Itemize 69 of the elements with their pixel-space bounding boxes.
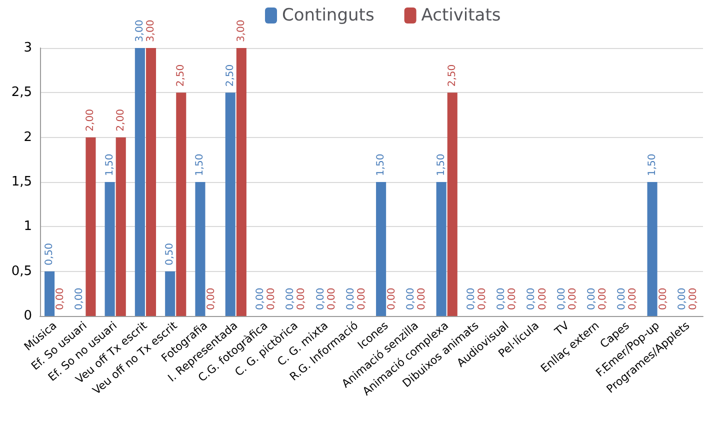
data-label: 0,00	[296, 288, 308, 310]
data-label: 0,00	[255, 288, 266, 310]
data-label: 2,50	[446, 64, 458, 87]
data-label: 0,00	[676, 288, 688, 310]
data-label: 0,00	[326, 288, 338, 310]
bar	[225, 92, 236, 316]
y-tick-label: 0,5	[11, 264, 32, 279]
data-label: 1,50	[436, 154, 447, 176]
data-label: 0,50	[164, 243, 176, 266]
data-label: 2,00	[115, 109, 126, 132]
bar	[134, 48, 145, 316]
bar	[86, 137, 96, 316]
data-label: 0,00	[537, 288, 548, 310]
legend-label: Activitats	[421, 6, 501, 26]
bar	[376, 182, 386, 316]
data-label: 0,00	[556, 288, 568, 310]
data-label: 2,50	[224, 64, 236, 87]
data-label: 1,50	[194, 154, 206, 176]
bar	[195, 182, 206, 316]
data-label: 0,00	[496, 288, 508, 310]
data-label: 0,00	[356, 288, 368, 310]
x-tick-label: TV	[552, 318, 572, 339]
data-label: 0,00	[345, 288, 356, 310]
legend-label: Continguts	[282, 6, 374, 26]
y-tick-label: 3	[24, 40, 32, 56]
bar	[176, 92, 186, 316]
data-label: 3,00	[134, 20, 146, 42]
data-label: 0,00	[628, 288, 639, 310]
data-label: 0,00	[507, 288, 518, 310]
data-label: 1,50	[646, 154, 658, 176]
data-label: 0,00	[586, 288, 598, 310]
data-label: 0,00	[206, 288, 217, 310]
y-tick-label: 1,5	[11, 174, 32, 190]
data-label: 0,00	[74, 288, 86, 310]
y-tick-label: 1	[24, 219, 32, 234]
data-label: 0,00	[266, 288, 278, 310]
bar	[146, 48, 156, 316]
bar	[236, 48, 246, 316]
y-tick-label: 2	[24, 130, 32, 145]
data-label: 0,00	[315, 288, 326, 310]
data-label: 3,00	[236, 20, 247, 42]
data-label: 0,00	[598, 288, 609, 310]
bar	[436, 182, 446, 316]
data-label: 0,00	[285, 288, 296, 310]
data-label: 2,00	[85, 109, 96, 132]
data-label: 0,00	[616, 288, 628, 310]
data-label: 0,00	[658, 288, 669, 310]
data-label: 0,00	[567, 288, 578, 310]
bar	[647, 182, 658, 316]
y-tick-label: 2,5	[11, 85, 32, 100]
data-label: 0,00	[526, 288, 538, 310]
data-label: 0,00	[55, 288, 66, 310]
bar	[116, 137, 126, 316]
bar	[104, 182, 115, 316]
data-label: 0,00	[688, 288, 699, 310]
data-label: 3,00	[146, 20, 156, 42]
bar	[44, 271, 55, 316]
data-label: 0,00	[386, 288, 398, 310]
bar	[165, 271, 176, 316]
data-label: 0,50	[44, 243, 56, 266]
data-label: 0,00	[406, 288, 417, 310]
y-tick-label: 0	[24, 308, 32, 324]
data-label: 0,00	[466, 288, 477, 310]
data-label: 2,50	[176, 64, 187, 87]
bar	[447, 92, 458, 316]
data-label: 0,00	[477, 288, 488, 310]
data-label: 0,00	[416, 288, 428, 310]
data-label: 1,50	[104, 154, 116, 176]
data-label: 1,50	[376, 154, 387, 176]
